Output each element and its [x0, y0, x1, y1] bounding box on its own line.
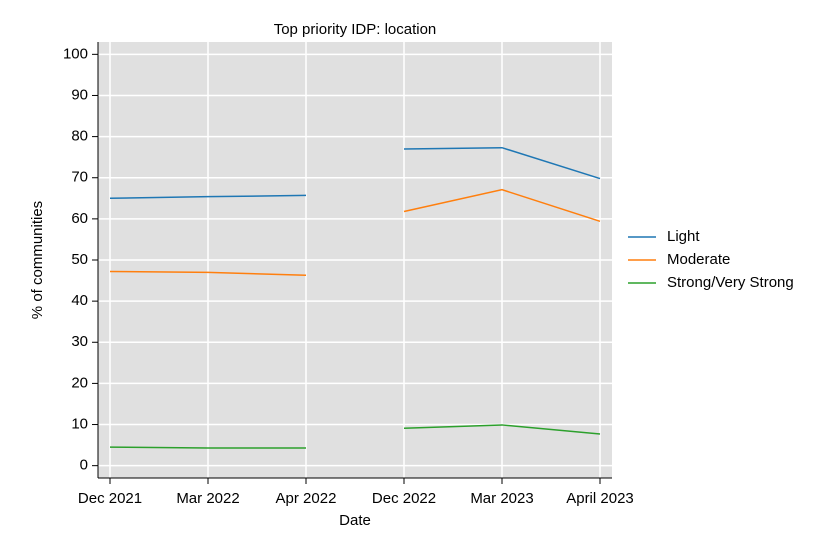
line — [403, 188, 601, 223]
x-tick-label: April 2023 — [566, 490, 634, 507]
line — [109, 194, 307, 200]
y-tick-label: 40 — [71, 292, 88, 309]
y-tick-label: 60 — [71, 210, 88, 227]
y-tick-label: 0 — [80, 457, 88, 474]
line — [403, 424, 601, 435]
y-tick-label: 90 — [71, 86, 88, 103]
legend-label: Moderate — [667, 251, 730, 268]
x-tick-label: Dec 2021 — [78, 490, 142, 507]
y-tick-label: 100 — [63, 45, 88, 62]
y-tick-label: 20 — [71, 374, 88, 391]
x-tick-label: Mar 2023 — [470, 490, 533, 507]
x-tick-label: Dec 2022 — [372, 490, 436, 507]
y-axis-label: % of communities — [29, 201, 46, 319]
x-axis-label: Date — [339, 512, 371, 529]
line — [403, 146, 601, 180]
legend-label: Strong/Very Strong — [667, 274, 794, 291]
line — [109, 446, 306, 449]
y-tick-label: 10 — [71, 415, 88, 432]
y-tick-label: 30 — [71, 333, 88, 350]
y-tick-label: 70 — [71, 169, 88, 186]
x-tick-label: Mar 2022 — [176, 490, 239, 507]
legend-label: Light — [667, 228, 700, 245]
x-tick-label: Apr 2022 — [276, 490, 337, 507]
line — [109, 270, 307, 276]
y-tick-label: 50 — [71, 251, 88, 268]
chart-title: Top priority IDP: location — [274, 21, 437, 38]
y-tick-label: 80 — [71, 128, 88, 145]
